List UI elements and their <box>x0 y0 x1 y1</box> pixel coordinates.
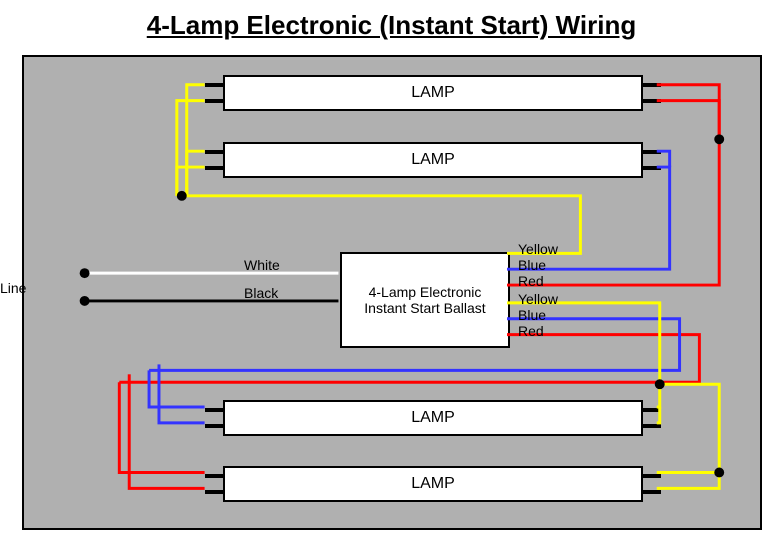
label-red-1: Red <box>518 273 544 289</box>
ballast-label: 4-Lamp Electronic Instant Start Ballast <box>346 284 504 316</box>
lamp-3-label: LAMP <box>411 409 455 427</box>
lamp-1-pin-r1 <box>643 83 661 87</box>
lamp-2-pin-r1 <box>643 150 661 154</box>
lamp-2: LAMP <box>223 142 643 178</box>
lamp-1-pin-l1 <box>205 83 223 87</box>
lamp-3-pin-l2 <box>205 424 223 428</box>
label-blue-1: Blue <box>518 257 546 273</box>
label-black: Black <box>244 285 278 301</box>
wiring-panel: LAMP LAMP LAMP LAMP 4-Lamp Electronic In… <box>22 55 762 530</box>
lamp-4: LAMP <box>223 466 643 502</box>
lamp-2-label: LAMP <box>411 151 455 169</box>
lamp-1-label: LAMP <box>411 84 455 102</box>
line-label: Line <box>0 280 26 296</box>
lamp-4-pin-l1 <box>205 474 223 478</box>
lamp-3-pin-r1 <box>643 408 661 412</box>
lamp-4-pin-r1 <box>643 474 661 478</box>
lamp-1-pin-r2 <box>643 99 661 103</box>
lamp-4-pin-l2 <box>205 490 223 494</box>
lamp-2-pin-l2 <box>205 166 223 170</box>
lamp-1-pin-l2 <box>205 99 223 103</box>
label-yellow-1: Yellow <box>518 241 558 257</box>
label-white: White <box>244 257 280 273</box>
lamp-3: LAMP <box>223 400 643 436</box>
label-yellow-2: Yellow <box>518 291 558 307</box>
lamp-2-pin-r2 <box>643 166 661 170</box>
ballast: 4-Lamp Electronic Instant Start Ballast <box>340 252 510 348</box>
label-red-2: Red <box>518 323 544 339</box>
lamp-2-pin-l1 <box>205 150 223 154</box>
lamp-4-pin-r2 <box>643 490 661 494</box>
lamp-4-label: LAMP <box>411 475 455 493</box>
lamp-1: LAMP <box>223 75 643 111</box>
lamp-3-pin-l1 <box>205 408 223 412</box>
lamp-3-pin-r2 <box>643 424 661 428</box>
label-blue-2: Blue <box>518 307 546 323</box>
diagram-title: 4-Lamp Electronic (Instant Start) Wiring <box>0 0 783 47</box>
